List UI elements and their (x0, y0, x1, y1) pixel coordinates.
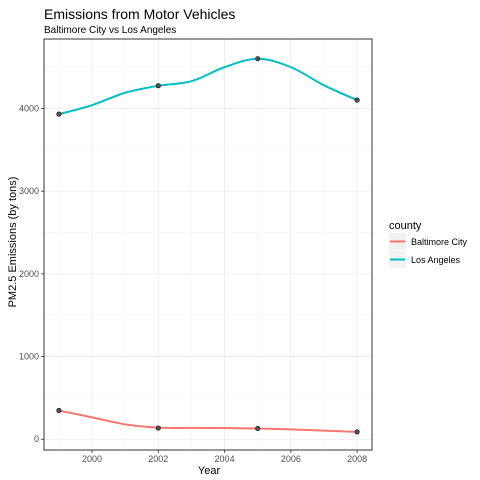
x-tick-label: 2008 (347, 454, 367, 464)
series-line-los-angeles (57, 57, 359, 116)
major-gridlines (44, 39, 372, 450)
x-tick-label: 2004 (215, 454, 235, 464)
x-axis-ticks: 2000 2002 2004 2006 2008 (82, 450, 367, 464)
data-point-baltimore-city (255, 425, 261, 431)
x-tick-label: 2002 (148, 454, 168, 464)
data-point-los-angeles (354, 97, 360, 103)
x-axis-title: Year (198, 465, 221, 477)
legend: county Baltimore City Los Angeles (389, 220, 468, 268)
y-tick-label: 2000 (19, 269, 39, 279)
data-point-los-angeles (155, 83, 161, 89)
plot-panel-border (43, 38, 373, 451)
y-axis-title: PM2.5 Emissions (by tons) (7, 177, 19, 308)
legend-label-los-angeles: Los Angeles (411, 255, 461, 265)
chart-title: Emissions from Motor Vehicles (44, 6, 235, 22)
data-point-los-angeles (255, 56, 261, 62)
legend-title: county (389, 220, 422, 232)
minor-gridlines (44, 39, 372, 450)
series-line-baltimore-city (57, 409, 359, 433)
x-tick-label: 2000 (82, 454, 102, 464)
y-axis-ticks: 0 1000 2000 3000 4000 (19, 103, 44, 444)
legend-label-baltimore-city: Baltimore City (411, 237, 468, 247)
y-tick-label: 3000 (19, 186, 39, 196)
data-point-baltimore-city (354, 429, 360, 435)
series-lines (57, 57, 359, 433)
data-point-baltimore-city (155, 425, 161, 431)
y-tick-label: 0 (34, 434, 39, 444)
series-points (56, 56, 360, 435)
data-point-baltimore-city (56, 408, 62, 414)
x-tick-label: 2006 (281, 454, 301, 464)
data-point-los-angeles (56, 111, 62, 117)
y-tick-label: 1000 (19, 352, 39, 362)
y-tick-label: 4000 (19, 103, 39, 113)
chart-subtitle: Baltimore City vs Los Angeles (44, 25, 176, 36)
